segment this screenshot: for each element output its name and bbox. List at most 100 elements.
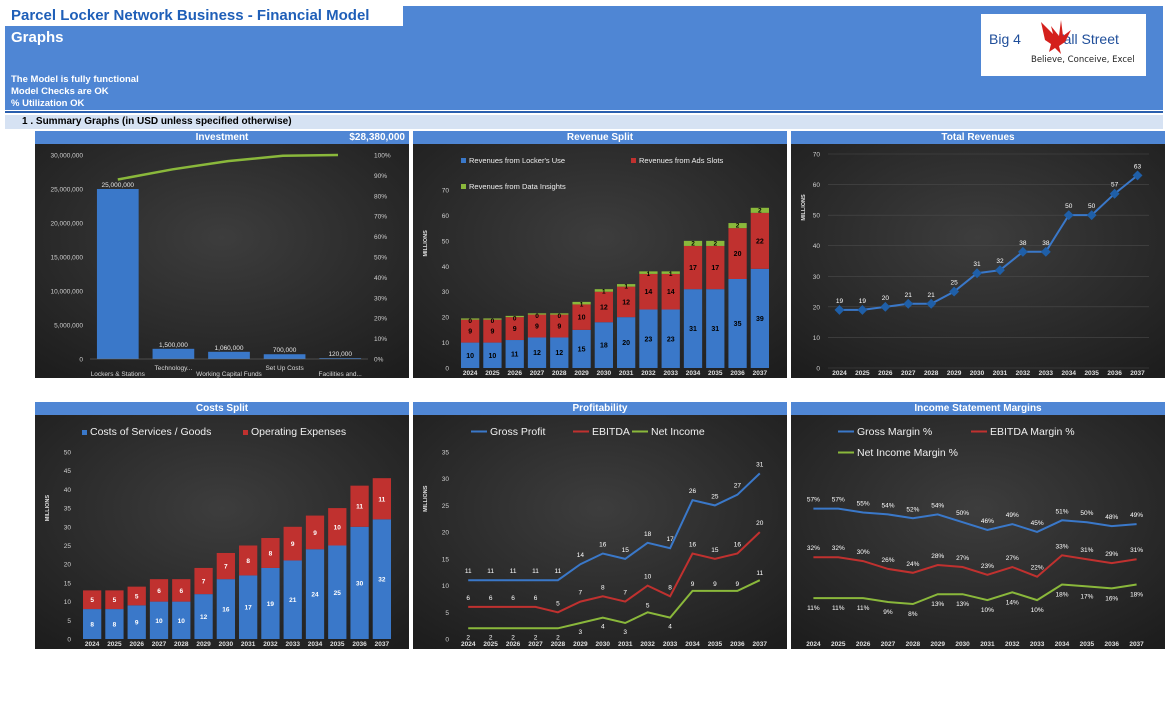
legend-label: Operating Expenses bbox=[251, 426, 346, 438]
data-label: 10 bbox=[489, 353, 497, 360]
data-label: 3 bbox=[623, 629, 627, 636]
bar-segment bbox=[750, 207, 769, 213]
bar-segment bbox=[283, 526, 302, 561]
bar-segment bbox=[194, 594, 213, 639]
x-tick-label: 2030 bbox=[596, 641, 611, 648]
data-label: 9 bbox=[736, 581, 740, 588]
investment-panel: Investment $28,380,000 0 5,000,000 10,000,… bbox=[35, 131, 409, 378]
x-tick-label: 2028 bbox=[551, 641, 566, 648]
bar-segment bbox=[83, 609, 102, 639]
y-tick-label: 45 bbox=[64, 468, 72, 475]
data-label: 11% bbox=[807, 605, 820, 612]
page-subtitle: Graphs bbox=[11, 29, 64, 46]
logo-text-left: Big 4 bbox=[989, 31, 1021, 47]
y-axis-label: MILLIONS bbox=[801, 194, 807, 221]
y-tick-label: 35 bbox=[64, 506, 72, 513]
bar-segment bbox=[305, 549, 325, 639]
data-label: 27 bbox=[734, 483, 742, 490]
data-label: 7 bbox=[623, 590, 627, 597]
data-label: 12 bbox=[555, 350, 563, 357]
bar-segment bbox=[149, 579, 169, 602]
data-label: 57 bbox=[1111, 182, 1119, 189]
section-bar bbox=[5, 115, 1163, 129]
x-tick-label: Set Up Costs bbox=[265, 365, 304, 372]
model-check-1: The Model is fully functional bbox=[11, 74, 139, 85]
chart-background bbox=[791, 144, 1165, 378]
x-tick-label: 2025 bbox=[855, 370, 870, 377]
bar-segment bbox=[728, 223, 747, 229]
series-line bbox=[813, 583, 1137, 606]
data-label: 1 bbox=[669, 271, 673, 278]
bar-segment bbox=[372, 478, 391, 520]
revenue-split-chart: 010203040506070MILLIONS10901090119012901… bbox=[413, 144, 787, 378]
data-label: 35 bbox=[734, 321, 742, 328]
x-tick-label: 2030 bbox=[597, 370, 612, 377]
y-tick-label: 30 bbox=[813, 274, 821, 281]
chart-background bbox=[35, 144, 409, 378]
data-label: 21 bbox=[905, 292, 913, 299]
y2-tick-label: 40% bbox=[374, 275, 387, 282]
data-label: 14 bbox=[667, 289, 675, 296]
bar-segment bbox=[706, 240, 725, 246]
data-label: 8 bbox=[668, 584, 672, 591]
data-label: 10 bbox=[334, 524, 342, 531]
data-label: 8 bbox=[269, 550, 273, 557]
data-label: 3 bbox=[579, 629, 583, 636]
y-tick-label: 10 bbox=[442, 340, 450, 347]
y-tick-label: 50 bbox=[813, 213, 821, 220]
bar-segment bbox=[172, 579, 191, 602]
x-tick-label: 2029 bbox=[196, 641, 211, 648]
data-label: 12 bbox=[600, 304, 608, 311]
data-label: 11 bbox=[511, 352, 519, 359]
data-label: 32 bbox=[378, 577, 386, 584]
data-label: 10 bbox=[466, 353, 474, 360]
data-label: 63 bbox=[1134, 163, 1142, 170]
data-label: 2 bbox=[556, 634, 560, 641]
data-label: 45% bbox=[1031, 520, 1044, 527]
x-tick-label: 2035 bbox=[330, 641, 345, 648]
legend-label: Costs of Services / Goods bbox=[90, 426, 211, 438]
y-tick-label: 40 bbox=[442, 264, 450, 271]
data-label: 19 bbox=[836, 298, 844, 305]
x-tick-label: 2034 bbox=[685, 641, 700, 648]
data-label: 15 bbox=[578, 346, 586, 353]
series-line bbox=[813, 554, 1137, 578]
data-label: 0 bbox=[491, 318, 495, 325]
data-label: 31 bbox=[973, 261, 981, 268]
bar-segment bbox=[639, 273, 658, 310]
data-label: 11 bbox=[510, 568, 517, 575]
bar-segment bbox=[683, 245, 703, 290]
legend-label: Revenues from Data Insights bbox=[469, 182, 566, 191]
bar-segment bbox=[617, 284, 636, 287]
x-tick-label: 2028 bbox=[552, 370, 567, 377]
x-tick-label: 2024 bbox=[463, 370, 478, 377]
y-tick-label: 0 bbox=[79, 357, 83, 364]
data-label: 7 bbox=[579, 590, 583, 597]
bar-segment bbox=[261, 567, 280, 639]
data-label: 31 bbox=[689, 326, 697, 333]
data-label: 8 bbox=[601, 584, 605, 591]
bar-segment bbox=[372, 519, 391, 639]
profitability-title: Profitability bbox=[413, 402, 787, 415]
bar bbox=[208, 351, 250, 359]
bar-segment bbox=[105, 590, 124, 610]
data-label: 15 bbox=[711, 547, 719, 554]
bar-segment bbox=[261, 538, 280, 568]
x-tick-label: 2024 bbox=[461, 641, 476, 648]
data-label: 17 bbox=[689, 265, 697, 272]
data-label: 27% bbox=[956, 555, 969, 562]
investment-chart: 0 5,000,000 10,000,000 15,000,000 20,000,000… bbox=[35, 144, 409, 378]
bar-segment bbox=[728, 228, 747, 279]
x-tick-label: 2037 bbox=[375, 641, 390, 648]
bar-segment bbox=[750, 212, 769, 269]
bar-segment bbox=[105, 609, 124, 639]
legend-swatch bbox=[461, 184, 466, 189]
data-label: 6 bbox=[179, 588, 183, 595]
legend-label: Revenues from Locker's Use bbox=[469, 156, 565, 165]
x-tick-label: 2033 bbox=[1030, 641, 1045, 648]
data-label: 14 bbox=[645, 289, 653, 296]
x-tick-label: 2031 bbox=[980, 641, 995, 648]
data-label: 50 bbox=[1088, 203, 1096, 210]
data-label: 26% bbox=[881, 557, 894, 564]
